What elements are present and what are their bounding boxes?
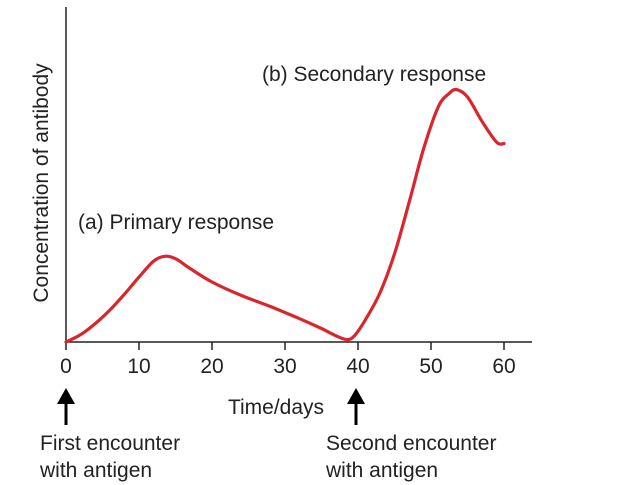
x-tick-label-40: 40	[346, 355, 369, 378]
x-axis-ticks	[65, 342, 505, 350]
first-encounter-label-line1: First encounter	[40, 432, 180, 455]
first-encounter-arrow-head	[57, 388, 75, 404]
x-tick-label-20: 20	[200, 355, 223, 378]
x-tick-label-30: 30	[273, 355, 296, 378]
x-tick-label-10: 10	[127, 355, 150, 378]
x-tick-label-50: 50	[419, 355, 442, 378]
x-axis-label: Time/days	[228, 396, 324, 419]
x-tick-label-0: 0	[60, 355, 72, 378]
x-tick-label-60: 60	[492, 355, 515, 378]
first-encounter-arrow	[57, 388, 75, 425]
primary-response-label: (a) Primary response	[78, 211, 274, 234]
x-axis-tick-labels: 0 10 20 30 40 50 60	[60, 355, 516, 378]
first-encounter-label-line2: with antigen	[39, 459, 152, 482]
second-encounter-arrow	[347, 388, 365, 425]
second-encounter-label-line2: with antigen	[325, 459, 438, 482]
y-axis-label: Concentration of antibody	[30, 63, 53, 303]
secondary-response-label: (b) Secondary response	[262, 63, 486, 86]
antibody-concentration-line	[64, 87, 506, 344]
second-encounter-arrow-head	[347, 388, 365, 404]
second-encounter-label-line1: Second encounter	[326, 432, 496, 455]
